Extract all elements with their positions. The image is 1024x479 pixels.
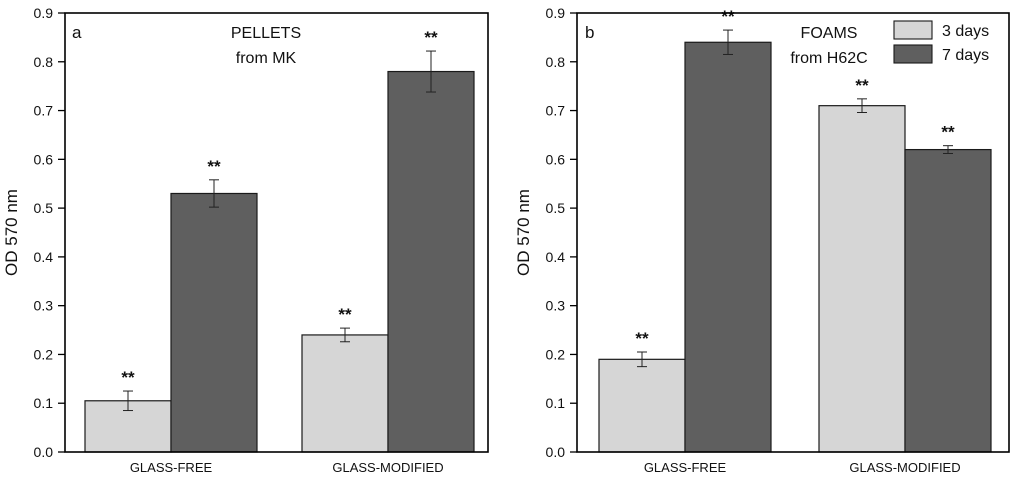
- y-tick-label: 0.3: [34, 298, 54, 314]
- y-tick-label: 0.0: [34, 444, 54, 460]
- significance-label: **: [855, 76, 869, 95]
- legend-swatch-3-days: [893, 20, 933, 40]
- y-tick-label: 0.2: [546, 346, 566, 362]
- bar-3-days-1: [818, 105, 906, 453]
- y-tick-label: 0.0: [546, 444, 566, 460]
- bar-3-days-1: [301, 334, 389, 453]
- y-tick-label: 0.7: [546, 103, 566, 119]
- bar-7-days-1: [387, 70, 475, 453]
- y-axis-title: OD 570 nm: [2, 189, 21, 276]
- y-tick-label: 0.8: [546, 54, 566, 70]
- y-tick-label: 0.5: [546, 200, 566, 216]
- bar-7-days-1: [904, 148, 992, 453]
- y-tick-label: 0.6: [34, 151, 54, 167]
- y-tick-label: 0.1: [34, 395, 54, 411]
- x-category-label: GLASS-MODIFIED: [332, 460, 443, 475]
- bar-3-days-0: [598, 358, 686, 453]
- y-tick-label: 0.6: [546, 151, 566, 167]
- y-tick-label: 0.4: [34, 249, 54, 265]
- y-tick-label: 0.2: [34, 346, 54, 362]
- significance-label: **: [338, 305, 352, 324]
- y-tick-label: 0.4: [546, 249, 566, 265]
- panel-title-line: from H62C: [790, 50, 867, 67]
- legend-swatch-7-days: [893, 44, 933, 64]
- chart-panel-a: 0.0 0.1 0.2 0.3 0.4 0.5 0.6 0.7 0.8 0.9 ** ** ** ** GL…: [2, 5, 489, 475]
- chart-panel-b: 0.0 0.1 0.2 0.3 0.4 0.5 0.6 0.7 0.8 0.9 ** ** ** ** GL…: [514, 5, 1010, 475]
- significance-label: **: [424, 28, 438, 47]
- significance-label: **: [721, 7, 735, 26]
- x-category-label: GLASS-FREE: [644, 460, 727, 475]
- y-axis-title: OD 570 nm: [514, 189, 533, 276]
- y-tick-label: 0.1: [546, 395, 566, 411]
- y-tick-label: 0.9: [546, 5, 566, 21]
- significance-label: **: [207, 157, 221, 176]
- plot-frame: [576, 12, 1010, 453]
- panel-title-line: FOAMS: [801, 25, 858, 42]
- y-tick-label: 0.7: [34, 103, 54, 119]
- significance-label: **: [941, 123, 955, 142]
- plot-frame: [64, 12, 489, 453]
- y-tick-label: 0.8: [34, 54, 54, 70]
- legend-label: 7 days: [942, 47, 989, 64]
- y-tick-label: 0.3: [546, 298, 566, 314]
- panel-letter: b: [585, 23, 594, 42]
- significance-label: **: [121, 368, 135, 387]
- significance-label: **: [635, 329, 649, 348]
- panel-title-line: from MK: [236, 50, 297, 67]
- bar-7-days-0: [170, 192, 258, 453]
- x-category-label: GLASS-FREE: [130, 460, 213, 475]
- bar-7-days-0: [684, 41, 772, 453]
- y-tick-label: 0.5: [34, 200, 54, 216]
- legend-label: 3 days: [942, 23, 989, 40]
- panel-title-line: PELLETS: [231, 25, 301, 42]
- panel-letter: a: [72, 23, 82, 42]
- y-tick-label: 0.9: [34, 5, 54, 21]
- x-category-label: GLASS-MODIFIED: [849, 460, 960, 475]
